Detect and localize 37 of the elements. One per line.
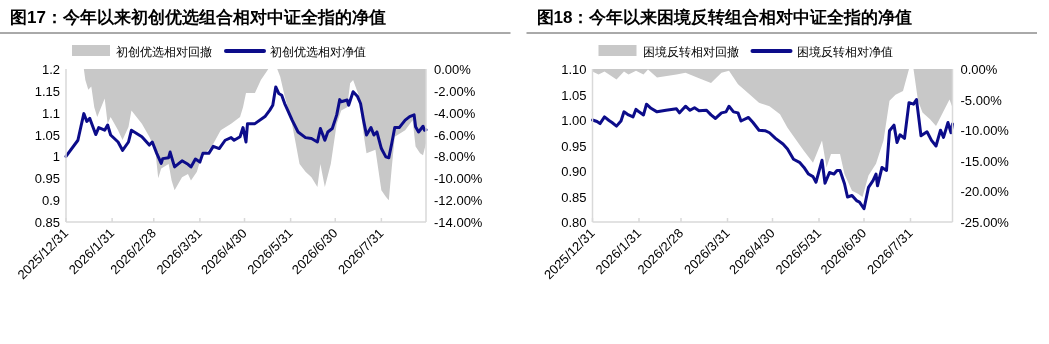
y2-tick-label: -12.00%: [434, 193, 483, 209]
y2-tick-label: -8.00%: [434, 149, 476, 165]
y-tick-label: 0.9: [41, 193, 60, 209]
y-tick-label: 1.1: [41, 105, 60, 121]
y-tick-label: 1.00: [561, 113, 587, 128]
y-tick-label: 1.05: [34, 127, 60, 143]
legend-label: 初创优选相对回撤: [116, 45, 212, 59]
chart-title: 图18：今年以来困境反转组合相对中证全指的净值: [536, 8, 913, 27]
y2-tick-label: -14.00%: [434, 215, 483, 230]
y2-tick-label: -15.00%: [960, 153, 1010, 169]
y2-tick-label: -4.00%: [434, 105, 476, 121]
y-tick-label: 0.95: [561, 138, 587, 154]
y-tick-label: 1.05: [561, 87, 587, 103]
legend-label: 困境反转相对净值: [796, 45, 893, 59]
legend-label: 困境反转相对回撤: [642, 45, 739, 59]
y-tick-label: 1.10: [561, 62, 587, 77]
y-tick-label: 1.15: [34, 83, 60, 99]
y2-tick-label: 0.00%: [960, 62, 998, 77]
y-tick-label: 0.85: [561, 189, 587, 205]
y2-tick-label: 0.00%: [434, 62, 472, 77]
chart-title: 图17：今年以来初创优选组合相对中证全指的净值: [10, 8, 386, 27]
y2-tick-label: -10.00%: [434, 171, 483, 187]
y2-tick-label: -2.00%: [434, 83, 476, 99]
line-series: [64, 85, 428, 169]
y-tick-label: 1.2: [41, 62, 60, 77]
y2-tick-label: -5.00%: [960, 92, 1003, 108]
legend-label: 初创优选相对净值: [270, 45, 366, 59]
y2-tick-label: -25.00%: [960, 215, 1010, 230]
y-tick-label: 0.80: [561, 215, 587, 230]
y-tick-label: 1: [52, 149, 60, 165]
line-series: [591, 98, 954, 211]
y-tick-label: 0.95: [34, 171, 60, 187]
y2-tick-label: -10.00%: [960, 123, 1010, 139]
y-tick-label: 0.90: [561, 164, 587, 179]
y2-tick-label: -20.00%: [960, 184, 1010, 200]
y2-tick-label: -6.00%: [434, 127, 476, 143]
y-tick-label: 0.85: [34, 215, 60, 230]
